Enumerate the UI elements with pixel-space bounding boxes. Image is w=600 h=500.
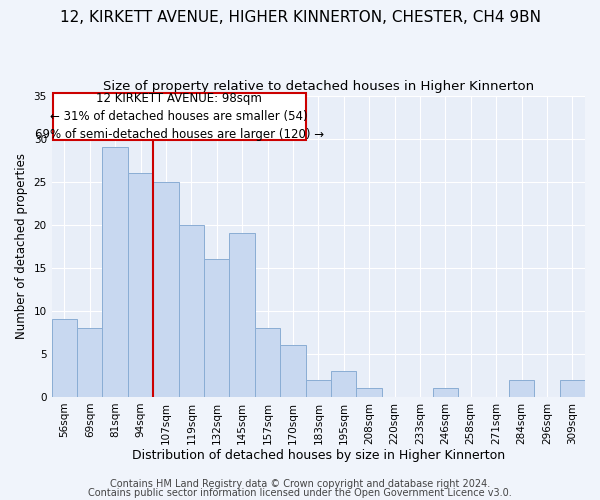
Title: Size of property relative to detached houses in Higher Kinnerton: Size of property relative to detached ho… (103, 80, 534, 93)
Bar (305, 380, 331, 397)
Y-axis label: Number of detached properties: Number of detached properties (15, 154, 28, 340)
Bar (255, 328, 280, 397)
Bar (204, 259, 229, 397)
Bar (77, 328, 103, 397)
Bar (103, 147, 128, 397)
Bar (509, 380, 534, 397)
Bar (433, 388, 458, 397)
Bar (179, 224, 204, 397)
FancyBboxPatch shape (53, 93, 305, 140)
Text: 12, KIRKETT AVENUE, HIGHER KINNERTON, CHESTER, CH4 9BN: 12, KIRKETT AVENUE, HIGHER KINNERTON, CH… (59, 10, 541, 25)
Text: Contains public sector information licensed under the Open Government Licence v3: Contains public sector information licen… (88, 488, 512, 498)
Bar (356, 388, 382, 397)
Bar (128, 173, 153, 397)
Text: 12 KIRKETT AVENUE: 98sqm
← 31% of detached houses are smaller (54)
69% of semi-d: 12 KIRKETT AVENUE: 98sqm ← 31% of detach… (35, 92, 324, 141)
Bar (280, 346, 305, 397)
X-axis label: Distribution of detached houses by size in Higher Kinnerton: Distribution of detached houses by size … (132, 450, 505, 462)
Bar (52, 320, 77, 397)
Bar (331, 371, 356, 397)
Text: Contains HM Land Registry data © Crown copyright and database right 2024.: Contains HM Land Registry data © Crown c… (110, 479, 490, 489)
Bar (229, 234, 255, 397)
Bar (560, 380, 585, 397)
Bar (153, 182, 179, 397)
